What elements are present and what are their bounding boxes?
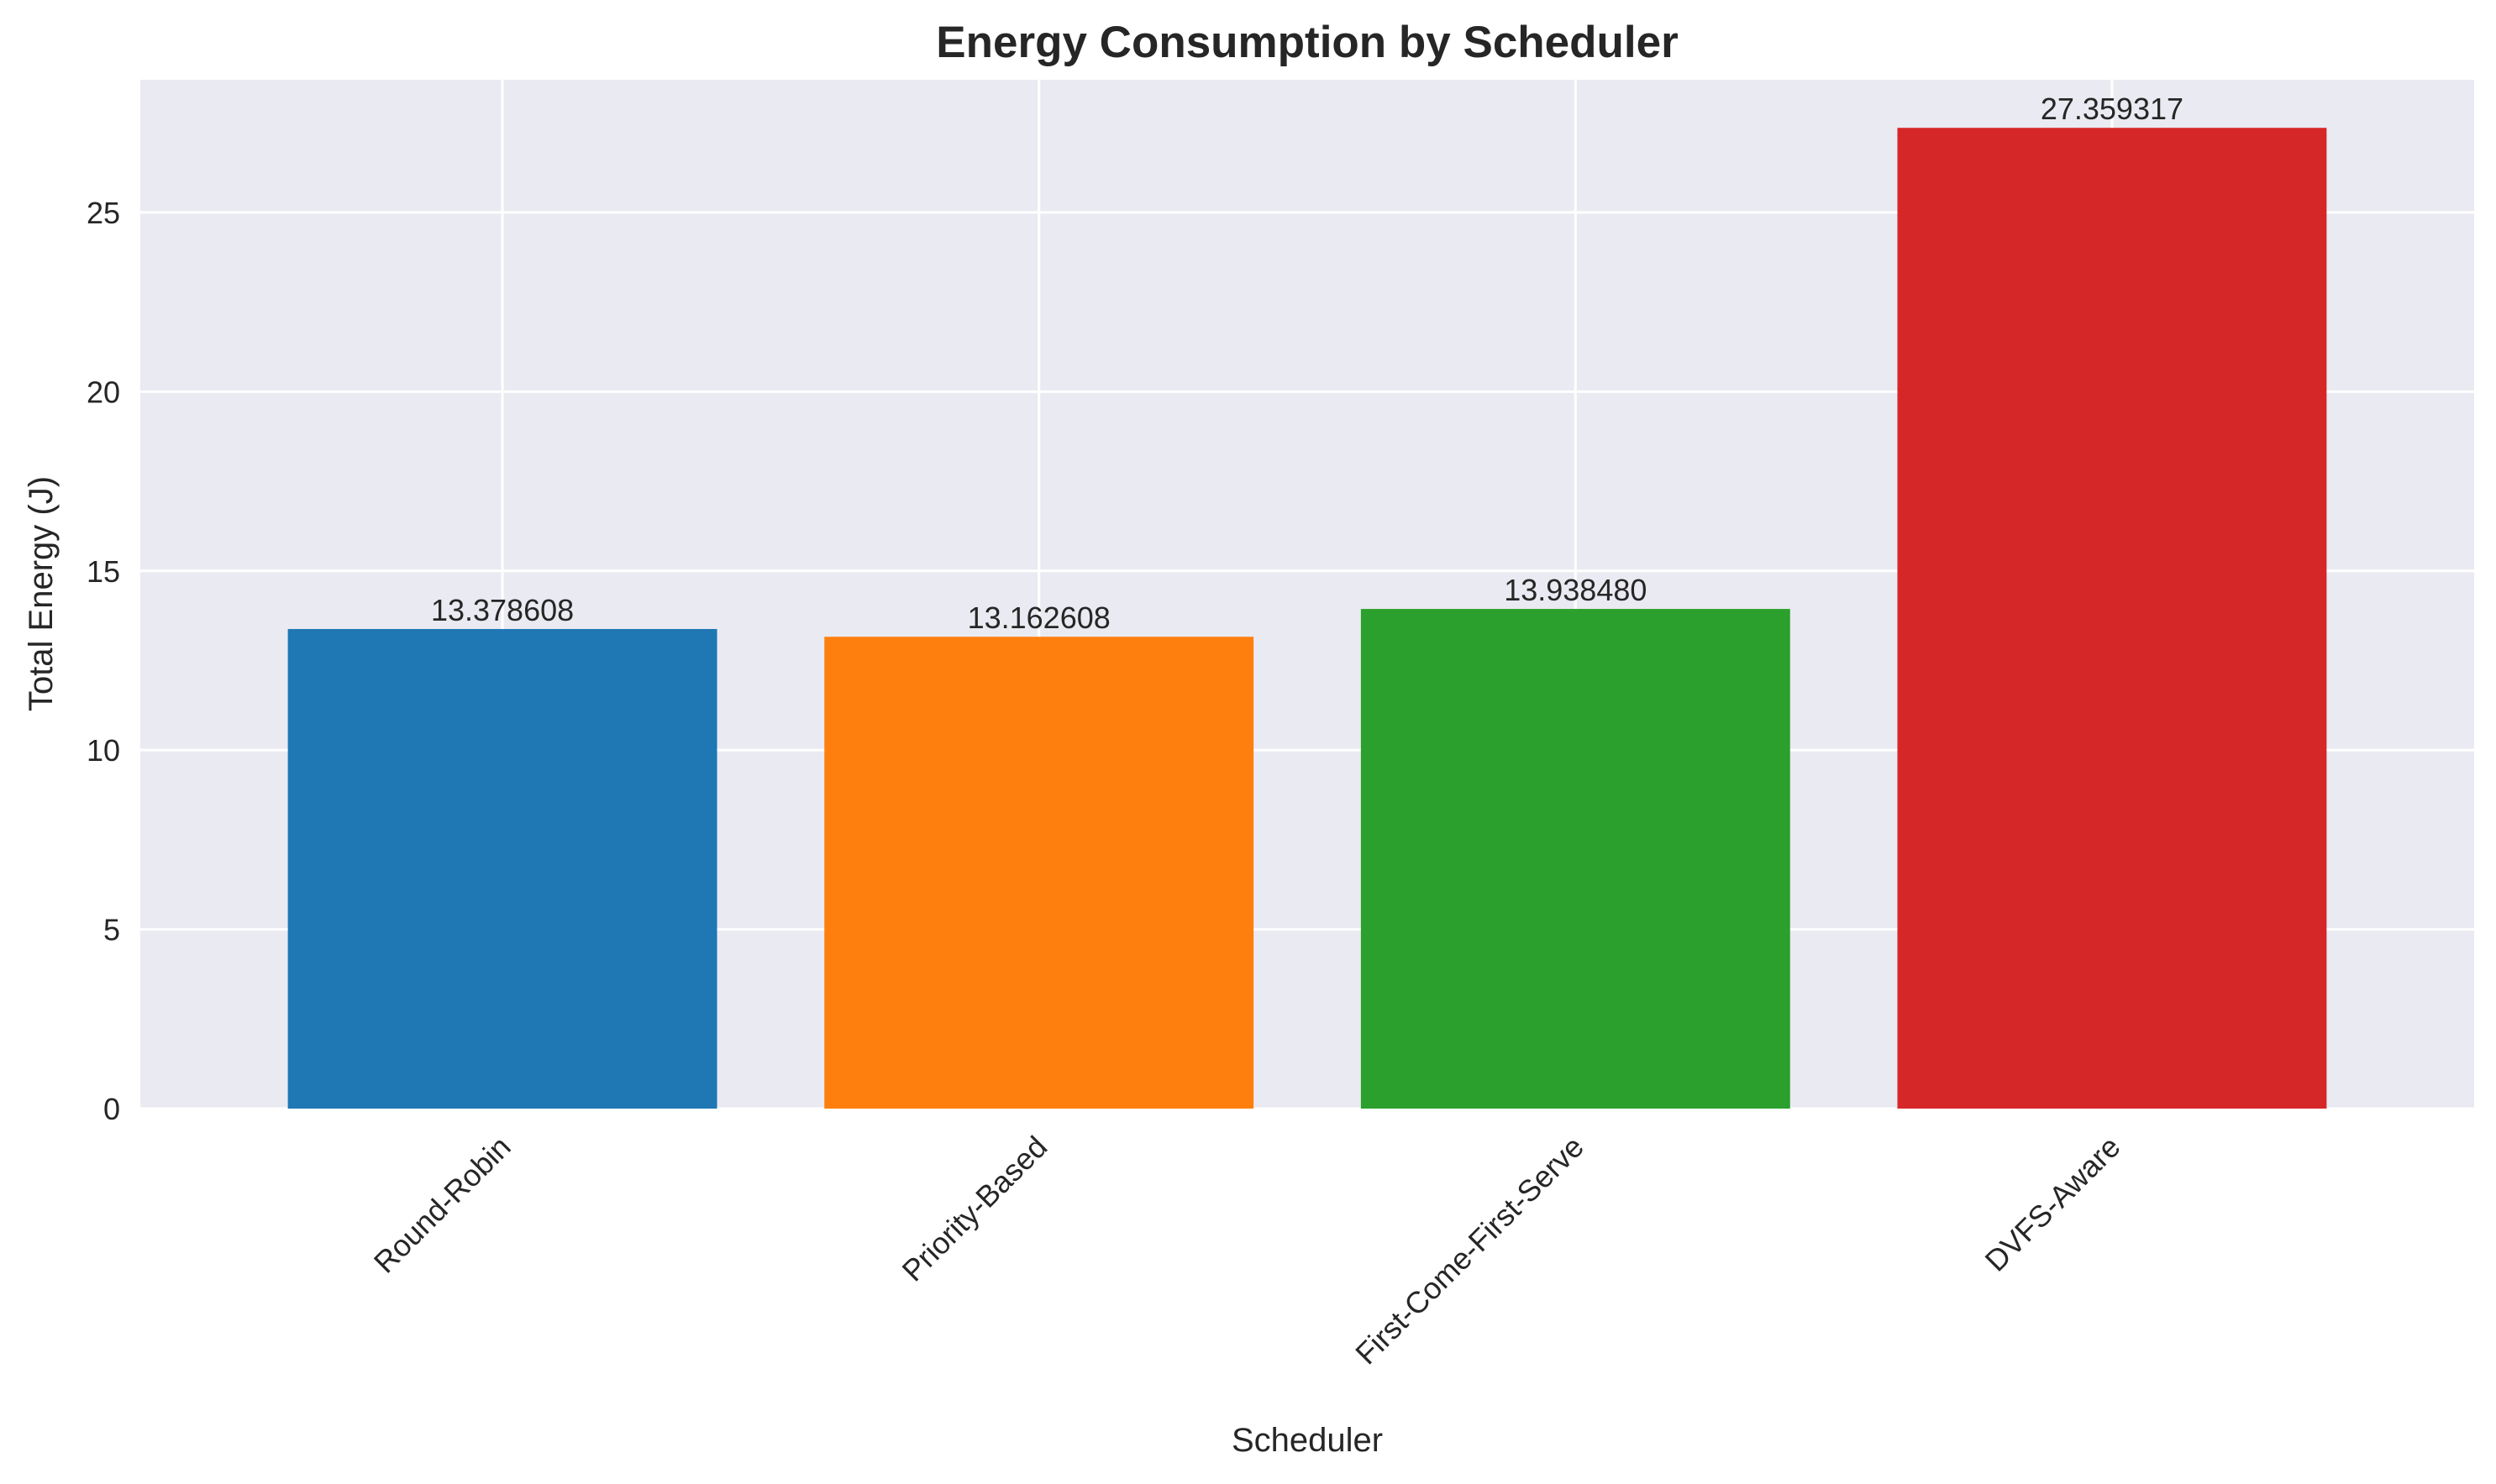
bar-value-label: 13.378608 [431,593,574,627]
x-tick-label: First-Come-First-Serve [1348,1130,1590,1371]
y-tick-label: 5 [103,913,120,947]
x-axis-ticks: Round-Robin Priority-Based First-Come-Firs… [367,1130,2127,1371]
x-tick-label: Priority-Based [895,1130,1054,1288]
bar-value-label: 27.359317 [2041,92,2183,126]
x-axis-label: Scheduler [1232,1422,1383,1459]
bar-round-robin [287,628,717,1109]
bar-value-label: 13.938480 [1504,573,1647,607]
bar-dvfs-aware [1897,128,2327,1109]
bars [287,128,2327,1109]
y-tick-label: 15 [87,554,120,589]
chart-title: Energy Consumption by Scheduler [936,18,1678,67]
x-tick-label: DVFS-Aware [1978,1130,2127,1278]
bar-priority-based [824,637,1254,1109]
y-axis-ticks: 0 5 10 15 20 25 [87,196,120,1126]
x-tick-label: Round-Robin [367,1130,518,1280]
y-tick-label: 0 [103,1092,120,1126]
bar-first-come-first-serve [1360,609,1790,1109]
y-tick-label: 25 [87,196,120,230]
y-axis-label: Total Energy (J) [23,476,60,711]
y-tick-label: 10 [87,733,120,768]
bar-value-label: 13.162608 [968,600,1111,635]
data-labels: 13.378608 13.162608 13.938480 27.359317 [431,92,2183,635]
y-tick-label: 20 [87,375,120,409]
